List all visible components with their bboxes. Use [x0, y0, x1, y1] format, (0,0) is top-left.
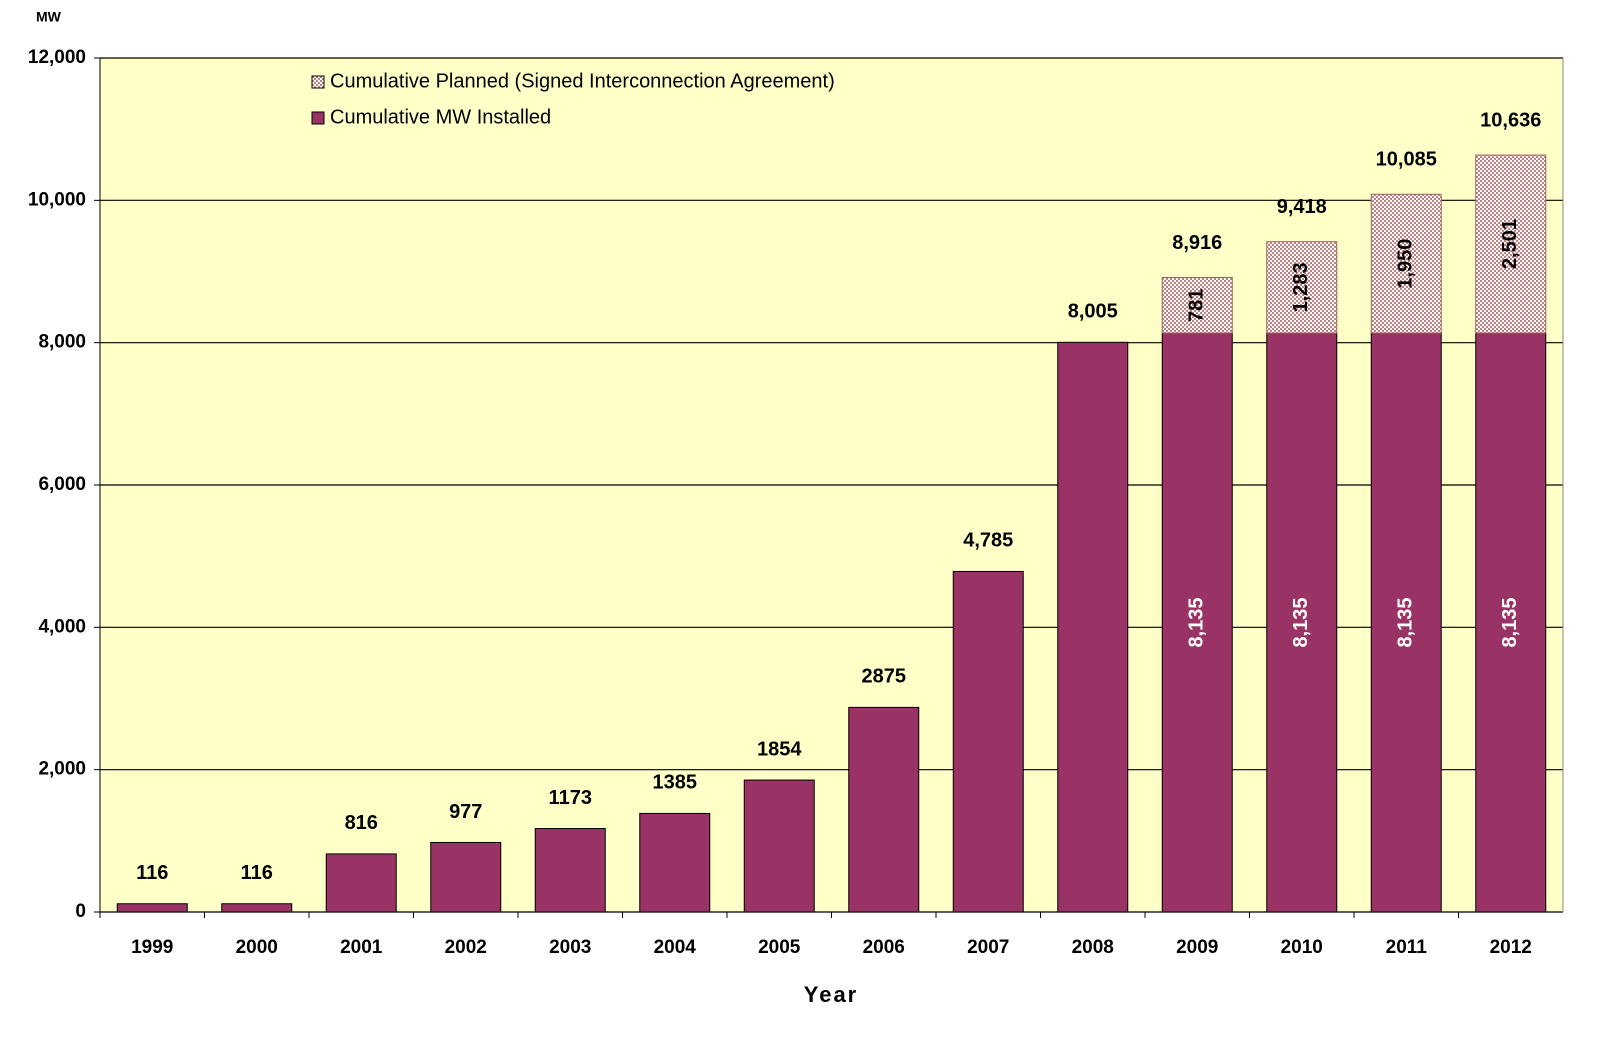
bar-segment	[1475, 332, 1547, 913]
data-label: 8,135	[1395, 597, 1417, 647]
total-label: 9,418	[1277, 196, 1327, 218]
x-tick-label: 2006	[863, 937, 905, 958]
bar-segment	[325, 853, 397, 913]
data-label: 4,785	[963, 530, 1013, 552]
x-tick-label: 2012	[1490, 937, 1532, 958]
total-label: 8,916	[1172, 232, 1222, 254]
bar-segment	[1370, 193, 1442, 334]
data-label: 1,950	[1395, 239, 1417, 289]
total-label: 10,636	[1480, 109, 1541, 131]
data-label: 116	[136, 862, 168, 884]
data-label: 816	[345, 812, 378, 834]
bar-segment	[221, 903, 293, 913]
bar-segment	[1161, 332, 1233, 913]
bar-segment	[1057, 341, 1129, 913]
x-tick-label: 2001	[340, 937, 383, 958]
x-tick-label: 1999	[131, 937, 173, 958]
x-tick-label: 2003	[549, 937, 591, 958]
data-label: 8,135	[1186, 597, 1208, 647]
data-label: 1,283	[1290, 262, 1312, 312]
bar-segment	[534, 828, 606, 913]
bar-segment	[1266, 332, 1338, 913]
y-axis-label: MW	[36, 9, 62, 25]
bar-segment	[1475, 154, 1547, 334]
y-tick-label: 10,000	[28, 189, 86, 210]
legend-swatch	[311, 111, 325, 125]
data-label: 8,135	[1290, 597, 1312, 647]
bar-segment	[639, 812, 711, 913]
x-axis-label: Year	[804, 982, 859, 1007]
x-tick-label: 2005	[758, 937, 801, 958]
x-tick-label: 2009	[1176, 937, 1218, 958]
x-tick-label: 2010	[1281, 937, 1323, 958]
legend-label: Cumulative MW Installed	[330, 106, 551, 128]
y-tick-label: 6,000	[38, 474, 86, 495]
x-tick-label: 2004	[654, 937, 697, 958]
y-tick-label: 0	[75, 901, 86, 922]
y-tick-label: 12,000	[28, 47, 86, 68]
data-label: 781	[1186, 289, 1208, 322]
bar-segment	[116, 903, 188, 913]
data-label: 1173	[549, 787, 592, 809]
data-label: 1385	[653, 772, 698, 794]
data-label: 1854	[757, 738, 802, 760]
data-label: 977	[449, 801, 482, 823]
data-label: 2,501	[1499, 219, 1521, 269]
data-label: 8,135	[1499, 597, 1521, 647]
x-tick-label: 2011	[1386, 937, 1428, 958]
x-tick-label: 2000	[236, 937, 278, 958]
x-tick-label: 2002	[445, 937, 487, 958]
legend-swatch	[311, 75, 325, 89]
bar-segment	[430, 841, 502, 913]
data-label: 2875	[862, 666, 907, 688]
total-label: 10,085	[1376, 149, 1437, 171]
bar-segment	[743, 779, 815, 913]
bar-segment	[848, 706, 920, 913]
bar-segment	[1266, 241, 1338, 334]
x-tick-label: 2007	[967, 937, 1009, 958]
bar-segment	[952, 570, 1024, 913]
y-tick-label: 8,000	[38, 332, 86, 353]
bar-segment	[1370, 332, 1442, 913]
data-label: 116	[241, 862, 273, 884]
legend-label: Cumulative Planned (Signed Interconnecti…	[330, 70, 835, 92]
bar-segment	[1161, 276, 1233, 334]
y-tick-label: 2,000	[38, 759, 86, 780]
y-tick-label: 4,000	[38, 616, 86, 637]
x-tick-label: 2008	[1072, 937, 1114, 958]
data-label: 8,005	[1068, 301, 1118, 323]
